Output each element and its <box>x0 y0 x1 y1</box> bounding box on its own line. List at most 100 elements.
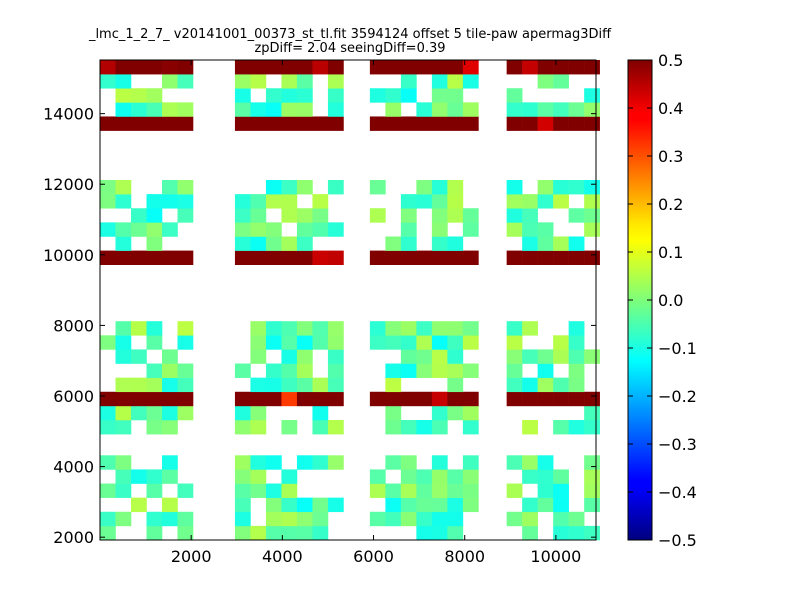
heatmap-cell <box>177 391 194 407</box>
heatmap-cell <box>400 497 417 513</box>
heatmap-cell <box>131 116 147 131</box>
heatmap-cell <box>400 60 417 75</box>
heatmap-cell <box>281 335 298 350</box>
heatmap-cell <box>115 60 132 75</box>
heatmap-cell <box>506 116 523 131</box>
heatmap-cell <box>234 102 251 117</box>
heatmap-cell <box>327 60 344 75</box>
heatmap-cell <box>416 511 433 527</box>
heatmap-cell <box>553 525 569 541</box>
heatmap-cell <box>553 420 569 435</box>
heatmap-cell <box>296 88 313 103</box>
heatmap-cell <box>385 60 402 75</box>
heatmap-cell <box>115 236 132 251</box>
y-tick-label: 6000 <box>53 387 94 406</box>
heatmap-cell <box>537 222 554 237</box>
heatmap-cell <box>100 222 116 237</box>
heatmap-cell <box>447 483 464 498</box>
colorbar-tick-label: 0.1 <box>658 243 683 262</box>
heatmap-cell <box>522 236 538 251</box>
heatmap-cell <box>265 250 282 266</box>
heatmap-cell <box>431 405 448 421</box>
heatmap-cell <box>146 194 163 209</box>
heatmap-cell <box>431 222 448 237</box>
heatmap-cell <box>281 483 298 498</box>
heatmap-cell <box>250 74 267 89</box>
heatmap-cell <box>416 363 433 378</box>
heatmap-cell <box>327 116 344 131</box>
heatmap-cell <box>400 363 417 378</box>
heatmap-cell <box>369 88 386 103</box>
heatmap-cell <box>400 88 417 103</box>
heatmap-cell <box>265 180 282 195</box>
heatmap-cell <box>431 335 448 350</box>
heatmap-cell <box>100 250 116 266</box>
heatmap-cell <box>234 391 251 407</box>
heatmap-cell <box>369 60 386 75</box>
heatmap-cell <box>234 208 251 223</box>
heatmap-cell <box>327 321 344 336</box>
heatmap-cell <box>146 511 163 527</box>
heatmap-cell <box>522 455 538 470</box>
heatmap-cell <box>431 102 448 117</box>
heatmap-cell <box>296 349 313 364</box>
heatmap-cell <box>312 511 329 527</box>
heatmap-cell <box>327 349 344 364</box>
heatmap-cell <box>296 74 313 89</box>
heatmap-cell <box>177 377 194 393</box>
heatmap-cell <box>553 391 569 407</box>
heatmap-cell <box>447 511 464 527</box>
heatmap-cell <box>234 497 251 513</box>
heatmap-cell <box>146 102 163 117</box>
heatmap-cell <box>296 335 313 350</box>
heatmap-cell <box>553 102 569 117</box>
heatmap-cell <box>447 349 464 364</box>
heatmap-cell <box>177 483 194 498</box>
heatmap-cell <box>447 88 464 103</box>
heatmap-cell <box>537 74 554 89</box>
heatmap-cell <box>400 455 417 470</box>
heatmap-cell <box>281 377 298 393</box>
heatmap-cell <box>431 511 448 527</box>
heatmap-cell <box>431 363 448 378</box>
heatmap-cell <box>447 469 464 484</box>
heatmap-cell <box>146 88 163 103</box>
heatmap-cell <box>296 116 313 131</box>
heatmap-cell <box>115 180 132 195</box>
heatmap-cell <box>431 194 448 209</box>
heatmap-cell <box>400 222 417 237</box>
colorbar-tick-label: 0.0 <box>658 291 683 310</box>
heatmap-cell <box>250 455 267 470</box>
heatmap-cell <box>177 102 194 117</box>
heatmap-cell <box>416 349 433 364</box>
heatmap-cell <box>447 377 464 393</box>
heatmap-cell <box>506 511 523 527</box>
plot-frame <box>99 59 597 541</box>
heatmap-cell <box>131 469 147 484</box>
heatmap-cell <box>506 335 523 350</box>
heatmap-cell <box>162 405 178 421</box>
heatmap-cell <box>265 236 282 251</box>
heatmap-cell <box>568 391 585 407</box>
heatmap-cell <box>568 525 585 541</box>
heatmap-cell <box>369 321 386 336</box>
heatmap-cell <box>462 455 479 470</box>
heatmap-cell <box>250 335 267 350</box>
heatmap-cell <box>312 455 329 470</box>
heatmap-cell <box>162 60 178 75</box>
heatmap-cell <box>115 405 132 421</box>
heatmap-cell <box>447 405 464 421</box>
heatmap-cell <box>462 60 479 75</box>
heatmap-cell <box>553 497 569 513</box>
heatmap-cell <box>553 469 569 484</box>
heatmap-cell <box>281 60 298 75</box>
heatmap-cell <box>584 455 600 470</box>
chart-title: _lmc_1_2_7_ v20141001_00373_st_tl.fit 35… <box>88 27 612 42</box>
heatmap-cell <box>234 455 251 470</box>
heatmap-cell <box>385 497 402 513</box>
heatmap-cell <box>312 405 329 421</box>
heatmap-cell <box>250 236 267 251</box>
heatmap-cell <box>162 469 178 484</box>
heatmap-cell <box>131 88 147 103</box>
heatmap-cell <box>522 525 538 541</box>
